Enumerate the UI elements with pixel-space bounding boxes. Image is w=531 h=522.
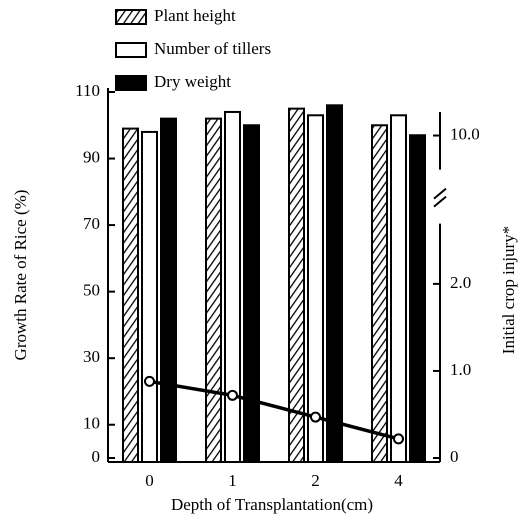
x-axis-label: Depth of Transplantation(cm)	[171, 495, 373, 514]
y2-tick-label: 10.0	[450, 124, 480, 143]
x-tick-label: 1	[228, 471, 237, 490]
axis-break	[433, 195, 447, 208]
injury-point	[310, 411, 321, 423]
x-tick-label: 2	[311, 471, 320, 490]
bar	[307, 114, 324, 463]
axis-break	[433, 187, 447, 200]
y2-tick-label: 1.0	[450, 360, 471, 379]
y2-tick-label: 0	[450, 447, 459, 466]
y-axis-label: Growth Rate of Rice (%)	[11, 190, 30, 361]
injury-point	[144, 375, 155, 387]
injury-line	[149, 379, 399, 441]
legend-label: Plant height	[154, 6, 236, 25]
bar	[243, 124, 260, 463]
legend-swatch	[115, 42, 147, 58]
legend-label: Dry weight	[154, 72, 231, 91]
bar	[205, 117, 222, 463]
x-tick-label: 4	[394, 471, 403, 490]
bar	[224, 110, 241, 464]
injury-point	[227, 389, 238, 401]
bar	[326, 104, 343, 464]
bar	[122, 127, 139, 463]
x-tick-label: 0	[145, 471, 154, 490]
bar	[141, 130, 158, 463]
y-tick-label: 70	[83, 214, 100, 233]
y-tick-label: 50	[83, 281, 100, 300]
bar	[160, 117, 177, 463]
y2-axis-label: Initial crop injury*	[499, 226, 518, 354]
y-tick-label: 10	[83, 414, 100, 433]
y-tick-label: 0	[92, 447, 101, 466]
legend-swatch	[115, 75, 147, 91]
y2-tick-label: 2.0	[450, 273, 471, 292]
bar	[409, 134, 426, 463]
injury-point	[393, 433, 404, 445]
y-tick-label: 30	[83, 347, 100, 366]
legend-label: Number of tillers	[154, 39, 271, 58]
y-tick-label: 110	[75, 81, 100, 100]
bar	[390, 114, 407, 463]
bar	[288, 107, 305, 464]
bar	[371, 124, 388, 463]
y-tick-label: 90	[83, 147, 100, 166]
legend-swatch	[115, 9, 147, 25]
